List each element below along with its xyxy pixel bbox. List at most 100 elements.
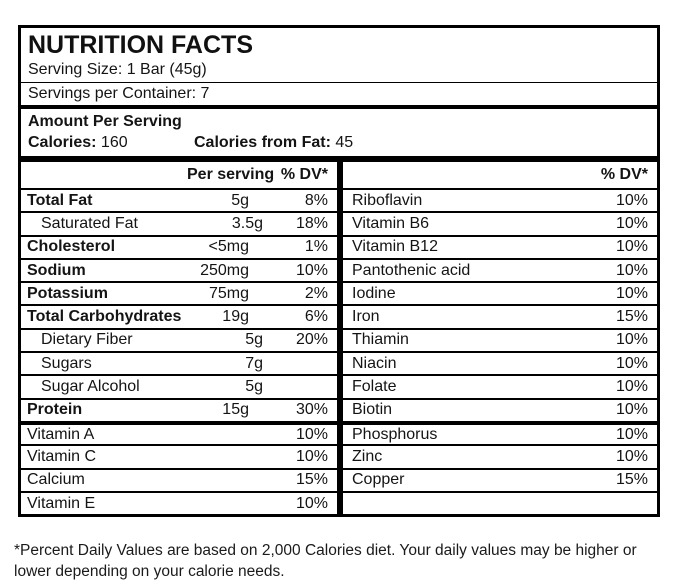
left-table-body: Total Fat 5g 8% Saturated Fat 3.5g 18% Cholest… [21, 188, 337, 514]
nutrient-name-cell: Phosphorus [352, 425, 438, 443]
nutrient-name-cell: Vitamin B6 [352, 214, 430, 232]
dv-cell: 10% [615, 331, 648, 349]
nutrient-name-cell: Total Fat [27, 191, 93, 209]
nutrient-name-cell: Sugars [41, 354, 92, 372]
table-row: Biotin 10% [343, 397, 657, 421]
table-row: Folate 10% [343, 374, 657, 397]
nutrient-name-cell: Pantothenic acid [352, 261, 471, 279]
footnote-text: *Percent Daily Values are based on 2,000… [14, 542, 637, 581]
nutrition-facts-label: NUTRITION FACTS Serving Size: 1 Bar (45g… [14, 25, 660, 582]
dv-cell: 30% [295, 401, 328, 419]
nutrient-name-cell: Folate [352, 378, 397, 396]
amount-cell: 15g [222, 401, 249, 419]
table-row: Cholesterol <5mg 1% [21, 234, 337, 258]
nutrient-name-cell: Thiamin [352, 331, 409, 349]
nutrient-name-cell: Vitamin E [27, 494, 96, 512]
dv-cell: 10% [295, 494, 328, 512]
right-table-body: Riboflavin 10% Vitamin B6 10% Vitamin B12 10%… [343, 188, 657, 514]
dv-cell: 10% [615, 261, 648, 279]
amount-cell: 5g [245, 378, 263, 396]
calories-from-fat-label: Calories from Fat: [194, 134, 331, 151]
amount-cell: 5g [245, 331, 263, 349]
nutrient-name-cell: Vitamin C [27, 447, 97, 465]
nutrient-name-cell: Dietary Fiber [41, 331, 133, 349]
column-header-per-serving: Per serving [187, 166, 275, 183]
dv-cell: 1% [304, 238, 328, 256]
amount-per-serving-heading: Amount Per Serving [28, 113, 182, 130]
calories-value: 160 [100, 134, 128, 151]
nutrient-table-left: Per serving % DV* Total Fat 5g 8% Saturated… [18, 159, 340, 518]
dv-cell: 2% [304, 284, 328, 302]
dv-cell: 20% [295, 331, 328, 349]
nutrient-name-cell: Vitamin B12 [352, 238, 438, 256]
nutrient-name-cell: Protein [27, 401, 83, 419]
dv-cell: 10% [615, 425, 648, 443]
nutrient-name-cell: Niacin [352, 354, 397, 372]
nutrient-name-cell: Cholesterol [27, 238, 116, 256]
nutrient-name-cell: Biotin [352, 401, 393, 419]
table-row: Vitamin E 10% [21, 490, 337, 514]
table-row: Calcium 15% [21, 467, 337, 491]
dv-cell: 15% [615, 308, 648, 326]
column-header-dv-right: % DV* [600, 166, 648, 183]
calories-from-fat-value: 45 [335, 134, 354, 151]
dv-cell: 10% [615, 214, 648, 232]
dv-cell: 10% [615, 191, 648, 209]
nutrient-name-cell: Sodium [27, 261, 86, 279]
amount-cell: 250mg [200, 261, 249, 279]
table-row: Sugars 7g [21, 351, 337, 374]
nutrient-name-cell: Zinc [352, 447, 383, 465]
left-table-header-row: Per serving % DV* [21, 162, 337, 188]
nutrient-name-cell: Riboflavin [352, 191, 423, 209]
table-row: Vitamin A 10% [21, 420, 337, 444]
serving-size-text: Serving Size: 1 Bar (45g) [21, 60, 657, 83]
amount-cell: 75mg [208, 284, 249, 302]
table-row: Phosphorus 10% [343, 420, 657, 444]
dv-cell: 10% [295, 447, 328, 465]
nutrient-name-cell: Potassium [27, 284, 108, 302]
table-row: Zinc 10% [343, 444, 657, 467]
table-row: Total Fat 5g 8% [21, 188, 337, 211]
amount-per-serving-section: Amount Per Serving Calories: 160 Calorie… [21, 109, 657, 156]
nutrient-name-cell: Sugar Alcohol [41, 378, 140, 396]
table-row: Protein 15g 30% [21, 397, 337, 421]
dv-cell: 10% [615, 378, 648, 396]
dv-cell: 15% [615, 471, 648, 489]
calories-group: Calories: 160 [28, 133, 194, 153]
nutrient-name-cell: Saturated Fat [41, 214, 138, 232]
table-row: Vitamin B12 10% [343, 234, 657, 258]
table-row: Dietary Fiber 5g 20% [21, 327, 337, 351]
table-row: Riboflavin 10% [343, 188, 657, 211]
nutrient-name-cell: Iron [352, 308, 380, 326]
table-row: Total Carbohydrates 19g 6% [21, 304, 337, 327]
amount-cell: <5mg [208, 238, 249, 256]
amount-cell: 5g [231, 191, 249, 209]
dv-cell: 15% [295, 471, 328, 489]
dv-cell: 10% [615, 284, 648, 302]
table-row: Saturated Fat 3.5g 18% [21, 211, 337, 234]
nutrient-name-cell: Calcium [27, 471, 85, 489]
nutrient-name-cell: Copper [352, 471, 405, 489]
table-row: Potassium 75mg 2% [21, 281, 337, 304]
calories-label: Calories: [28, 134, 97, 151]
table-row: Vitamin B6 10% [343, 211, 657, 234]
amount-cell: 7g [245, 354, 263, 372]
dv-cell: 8% [304, 191, 328, 209]
dv-cell: 10% [615, 447, 648, 465]
table-row: Niacin 10% [343, 351, 657, 374]
table-row: Thiamin 10% [343, 327, 657, 351]
servings-per-container-text: Servings per Container: 7 [21, 83, 657, 109]
nutrient-name-cell: Vitamin A [27, 425, 95, 443]
column-header-dv-left: % DV* [280, 166, 328, 183]
amount-cell: 19g [222, 308, 249, 326]
dv-cell: 10% [615, 238, 648, 256]
calories-from-fat-group: Calories from Fat: 45 [194, 133, 353, 153]
table-row: Copper 15% [343, 467, 657, 491]
dv-cell: 18% [295, 214, 328, 232]
nutrient-name-cell: Iodine [352, 284, 396, 302]
dv-cell: 10% [615, 354, 648, 372]
label-header-box: NUTRITION FACTS Serving Size: 1 Bar (45g… [18, 25, 660, 159]
dv-cell: 10% [615, 401, 648, 419]
label-title: NUTRITION FACTS [28, 31, 253, 59]
dv-cell: 6% [304, 308, 328, 326]
